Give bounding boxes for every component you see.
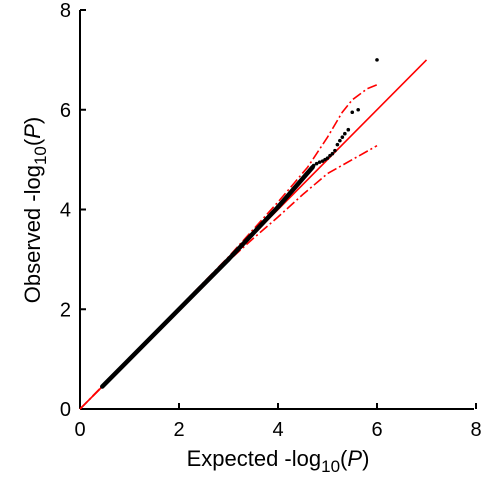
data-point xyxy=(338,138,342,143)
y-axis-title: Observed -log10(P) xyxy=(20,117,50,303)
data-point xyxy=(343,131,347,136)
y-tick-label: 8 xyxy=(60,0,71,22)
data-point xyxy=(335,142,340,147)
point-cluster xyxy=(100,257,231,389)
data-point xyxy=(328,153,332,158)
tick-labels: 0 2 4 6 8 0 2 4 6 8 xyxy=(60,0,482,441)
data-point xyxy=(317,160,322,164)
y-tick-label: 2 xyxy=(60,299,71,321)
x-tick-label: 0 xyxy=(74,419,85,441)
x-tick-label: 2 xyxy=(173,419,184,441)
x-tick-label: 8 xyxy=(470,419,481,441)
data-point xyxy=(325,156,330,160)
x-tick-label: 6 xyxy=(371,419,382,441)
data-point xyxy=(375,58,379,62)
data-point xyxy=(340,135,345,139)
x-axis-title: Expected -log10(P) xyxy=(187,446,370,476)
x-tick-label: 4 xyxy=(272,419,283,441)
data-point xyxy=(333,148,337,153)
y-tick-label: 0 xyxy=(60,399,71,421)
data-point xyxy=(311,163,316,168)
y-tick-label: 6 xyxy=(60,100,71,122)
data-point xyxy=(346,127,351,132)
data-point xyxy=(350,110,355,115)
data-point xyxy=(330,151,335,156)
point-cluster xyxy=(275,164,315,210)
data-point xyxy=(356,107,360,112)
plot-area xyxy=(79,58,428,410)
confidence-upper-line xyxy=(79,84,378,410)
confidence-lower-line xyxy=(79,145,378,410)
point-cluster xyxy=(226,204,281,262)
data-point xyxy=(314,161,319,166)
y-tick-label: 4 xyxy=(60,200,71,222)
